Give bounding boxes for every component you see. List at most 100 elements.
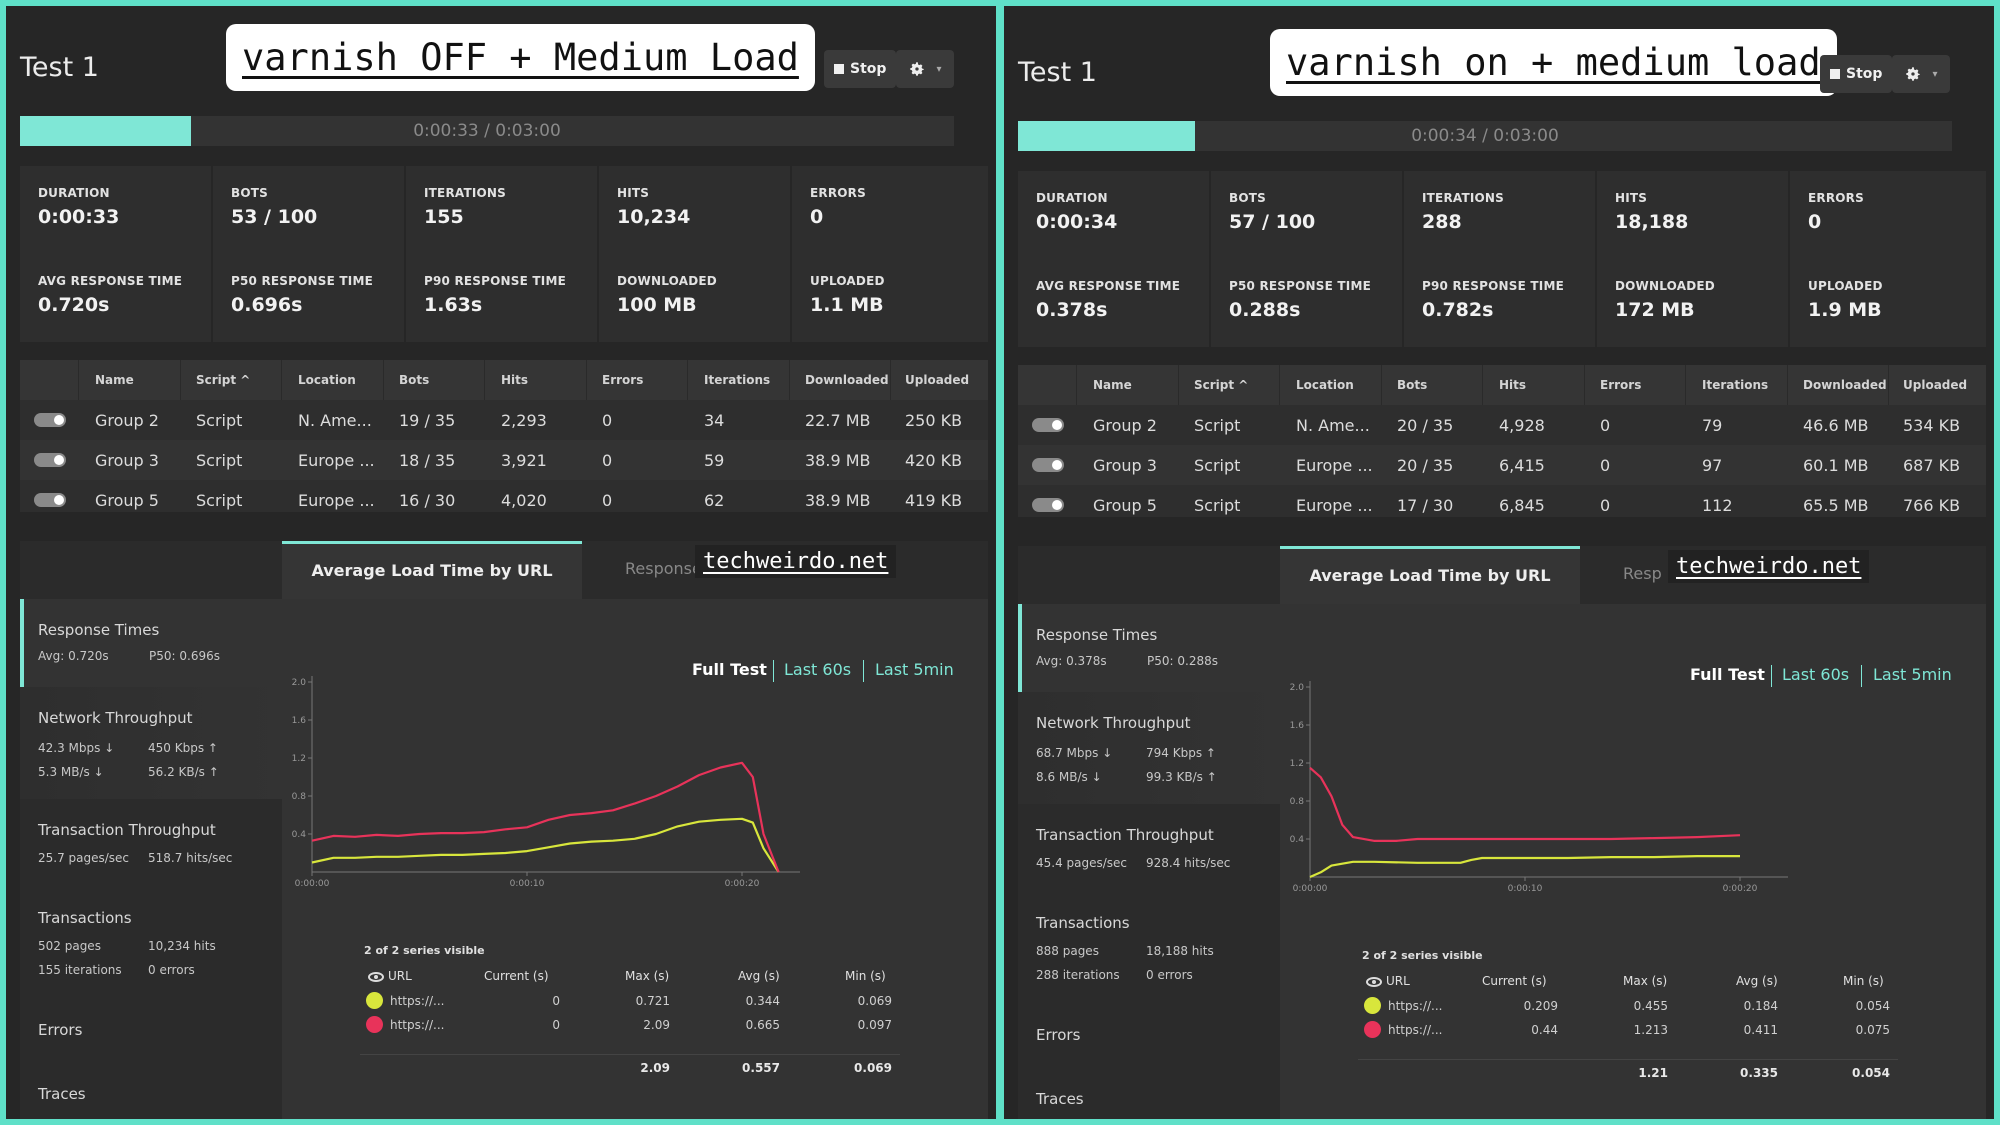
table-row[interactable]: Group 2 Script N. Ame... 20 / 35 4,928 0 79 46.… — [1018, 405, 1986, 445]
eye-icon[interactable] — [1366, 977, 1382, 987]
gear-icon — [910, 62, 925, 76]
column-divider — [1888, 365, 1889, 405]
legend-total: 2.09 — [640, 1061, 670, 1075]
cell-errors: 0 — [1600, 456, 1611, 475]
sidebar-traces[interactable]: Traces — [1018, 1068, 1280, 1119]
stat-label: UPLOADED — [1808, 279, 1883, 293]
column-header-location[interactable]: Location — [298, 373, 356, 387]
stat-value: 0 — [810, 206, 824, 228]
sidebar-response-times[interactable]: Response Times Avg: 0.378s P50: 0.288s — [1018, 604, 1280, 692]
column-header-location[interactable]: Location — [1296, 378, 1354, 392]
column-header-iterations[interactable]: Iterations — [704, 373, 771, 387]
avg-response: Avg: 0.720s — [38, 649, 109, 663]
stat-value: 53 / 100 — [231, 206, 318, 228]
tab-average-load-time[interactable]: Average Load Time by URL — [282, 541, 582, 599]
series-visible-label: 2 of 2 series visible — [364, 944, 485, 957]
column-header-errors[interactable]: Errors — [602, 373, 644, 387]
group-toggle[interactable] — [1032, 458, 1064, 472]
stop-button[interactable]: Stop — [824, 50, 897, 88]
stat-label: AVG RESPONSE TIME — [1036, 279, 1181, 293]
stat-label: UPLOADED — [810, 274, 885, 288]
range-last-5min[interactable]: Last 5min — [875, 660, 954, 679]
sidebar-transaction-throughput[interactable]: Transaction Throughput 45.4 pages/sec 928.… — [1018, 804, 1280, 892]
settings-button[interactable]: ▾ — [896, 50, 954, 88]
tab-average-load-time[interactable]: Average Load Time by URL — [1280, 546, 1580, 604]
column-header-uploaded[interactable]: Uploaded — [905, 373, 970, 387]
column-header-script[interactable]: Script ^ — [1194, 378, 1249, 392]
sidebar-errors[interactable]: Errors — [1018, 1004, 1280, 1068]
eye-icon[interactable] — [368, 972, 384, 982]
group-toggle[interactable] — [34, 413, 66, 427]
table-header: Name Script ^ Location Bots Hits Errors Iterat… — [20, 360, 988, 400]
column-divider — [1279, 365, 1280, 405]
series-color-dot[interactable] — [1364, 997, 1381, 1014]
sidebar-network-throughput[interactable]: Network Throughput 42.3 Mbps ↓ 450 Kbps ↑ 5… — [20, 687, 282, 799]
sidebar-transaction-throughput[interactable]: Transaction Throughput 25.7 pages/sec 518.… — [20, 799, 282, 887]
stat-value: 18,188 — [1615, 211, 1689, 233]
range-full-test[interactable]: Full Test — [1690, 665, 1765, 684]
range-divider — [863, 660, 864, 682]
range-last-5min[interactable]: Last 5min — [1873, 665, 1952, 684]
watermark: techweirdo.net — [695, 545, 897, 578]
cell-iterations: 59 — [704, 451, 725, 470]
legend-cell: 1.213 — [1633, 1023, 1668, 1037]
column-header-errors[interactable]: Errors — [1600, 378, 1642, 392]
series-color-dot[interactable] — [366, 992, 383, 1009]
column-header-downloaded[interactable]: Downloaded — [805, 373, 889, 387]
cell-uploaded: 420 KB — [905, 451, 963, 470]
table-row[interactable]: Group 2 Script N. Ame... 19 / 35 2,293 0 34 22.… — [20, 400, 988, 440]
column-divider — [180, 360, 181, 400]
column-header-uploaded[interactable]: Uploaded — [1903, 378, 1968, 392]
series-color-dot[interactable] — [366, 1016, 383, 1033]
column-divider — [586, 360, 587, 400]
cell-errors: 0 — [602, 491, 613, 510]
group-toggle[interactable] — [34, 493, 66, 507]
series-color-dot[interactable] — [1364, 1021, 1381, 1038]
settings-button[interactable]: ▾ — [1892, 55, 1950, 93]
stop-icon — [1830, 69, 1840, 79]
transactions-errors: 0 errors — [1146, 968, 1193, 982]
series-line-2 — [311, 761, 780, 873]
table-row[interactable]: Group 3 Script Europe ... 20 / 35 6,415 0 97 60… — [1018, 445, 1986, 485]
column-header-downloaded[interactable]: Downloaded — [1803, 378, 1887, 392]
sidebar-transactions[interactable]: Transactions 502 pages 10,234 hits 155 iter… — [20, 887, 282, 999]
range-last-60s[interactable]: Last 60s — [784, 660, 852, 679]
hits-per-sec: 928.4 hits/sec — [1146, 856, 1231, 870]
table-row[interactable]: Group 3 Script Europe ... 18 / 35 3,921 0 59 38… — [20, 440, 988, 480]
sidebar-network-throughput[interactable]: Network Throughput 68.7 Mbps ↓ 794 Kbps ↑ 8… — [1018, 692, 1280, 804]
column-header-hits[interactable]: Hits — [501, 373, 529, 387]
table-row[interactable]: Group 5 Script Europe ... 17 / 30 6,845 0 112 6… — [1018, 485, 1986, 525]
range-last-60s[interactable]: Last 60s — [1782, 665, 1850, 684]
stop-button[interactable]: Stop — [1820, 55, 1893, 93]
stat-value: 1.9 MB — [1808, 299, 1882, 321]
transactions-pages: 502 pages — [38, 939, 101, 953]
column-header-hits[interactable]: Hits — [1499, 378, 1527, 392]
sidebar-traces[interactable]: Traces — [20, 1063, 282, 1119]
sidebar-response-times[interactable]: Response Times Avg: 0.720s P50: 0.696s — [20, 599, 282, 687]
cell-iterations: 79 — [1702, 416, 1723, 435]
column-header-bots[interactable]: Bots — [399, 373, 430, 387]
column-header-name[interactable]: Name — [95, 373, 134, 387]
stat-bots: BOTS 57 / 100 — [1211, 171, 1403, 259]
sidebar-errors[interactable]: Errors — [20, 999, 282, 1063]
section-title: Errors — [1036, 1026, 1081, 1044]
column-header-iterations[interactable]: Iterations — [1702, 378, 1769, 392]
section-title: Transactions — [1036, 914, 1130, 932]
group-toggle[interactable] — [1032, 418, 1064, 432]
legend-header-mins: Min (s) — [1843, 974, 1884, 988]
legend-cell: 0.721 — [635, 994, 670, 1008]
tab-response[interactable]: Resp — [1623, 564, 1662, 583]
tab-response[interactable]: Response — [625, 559, 702, 578]
cell-location: Europe ... — [298, 451, 375, 470]
range-full-test[interactable]: Full Test — [692, 660, 767, 679]
column-header-script[interactable]: Script ^ — [196, 373, 251, 387]
column-header-name[interactable]: Name — [1093, 378, 1132, 392]
sidebar-transactions[interactable]: Transactions 888 pages 18,188 hits 288 iter… — [1018, 892, 1280, 1004]
cell-downloaded: 38.9 MB — [805, 451, 871, 470]
group-toggle[interactable] — [1032, 498, 1064, 512]
test-title: Test 1 — [20, 52, 99, 83]
progress-bar: 0:00:33 / 0:03:00 — [20, 116, 954, 146]
group-toggle[interactable] — [34, 453, 66, 467]
column-header-bots[interactable]: Bots — [1397, 378, 1428, 392]
table-row[interactable]: Group 5 Script Europe ... 16 / 30 4,020 0 62 38… — [20, 480, 988, 520]
